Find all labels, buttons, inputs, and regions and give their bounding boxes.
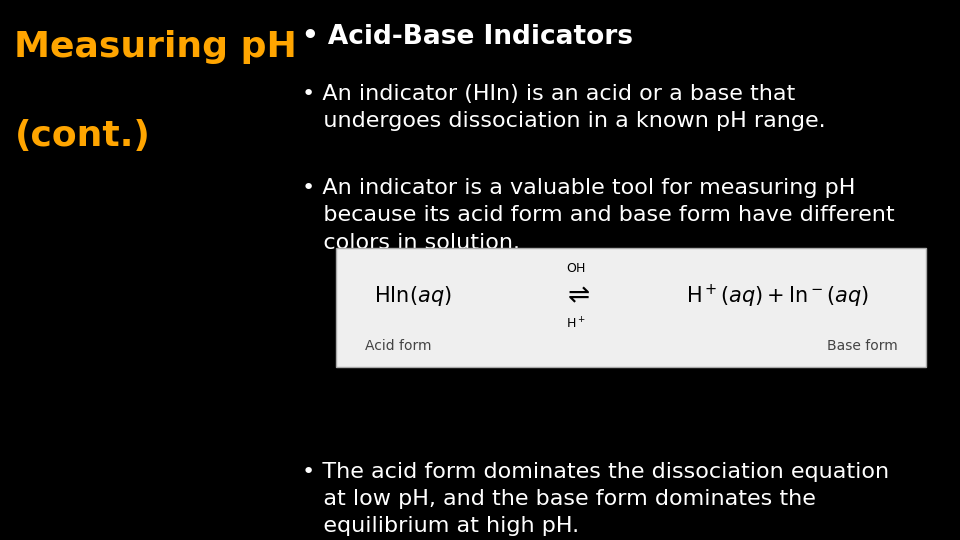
- Text: • Acid-Base Indicators: • Acid-Base Indicators: [302, 24, 634, 50]
- Text: • An indicator (HIn) is an acid or a base that
   undergoes dissociation in a kn: • An indicator (HIn) is an acid or a bas…: [302, 84, 826, 131]
- Text: $\mathrm{H}^+(aq) + \mathrm{In}^-(aq)$: $\mathrm{H}^+(aq) + \mathrm{In}^-(aq)$: [686, 283, 869, 310]
- Text: Base form: Base form: [827, 339, 898, 353]
- FancyBboxPatch shape: [336, 248, 926, 367]
- Text: $\mathrm{H}^+$: $\mathrm{H}^+$: [566, 316, 586, 331]
- Text: $\mathrm{HIn}(aq)$: $\mathrm{HIn}(aq)$: [374, 285, 451, 308]
- Text: • The acid form dominates the dissociation equation
   at low pH, and the base f: • The acid form dominates the dissociati…: [302, 462, 890, 536]
- Text: $\mathrm{OH}$: $\mathrm{OH}$: [566, 262, 586, 275]
- Text: (cont.): (cont.): [14, 119, 151, 153]
- Text: Measuring pH: Measuring pH: [14, 30, 298, 64]
- Text: $\rightleftharpoons$: $\rightleftharpoons$: [562, 284, 590, 309]
- Text: • An indicator is a valuable tool for measuring pH
   because its acid form and : • An indicator is a valuable tool for me…: [302, 178, 895, 253]
- Text: Acid form: Acid form: [365, 339, 431, 353]
